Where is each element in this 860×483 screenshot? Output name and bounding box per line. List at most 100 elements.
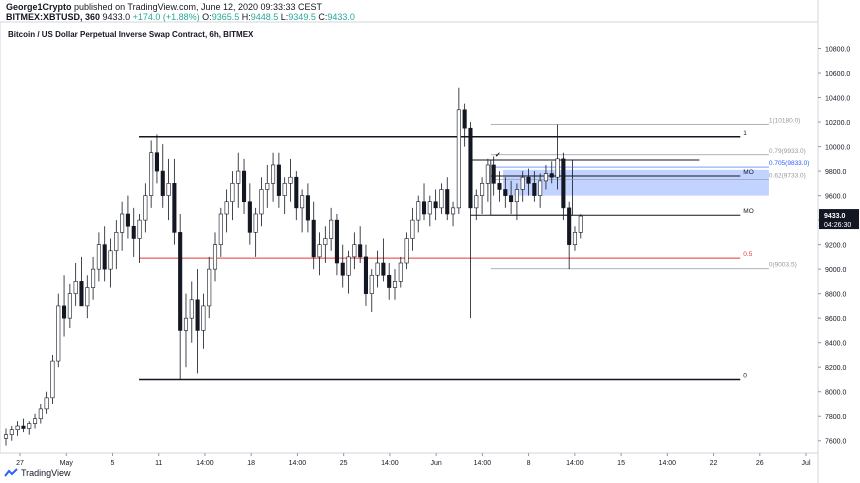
candle-body xyxy=(44,397,49,410)
candle-body xyxy=(212,244,218,270)
candle-body xyxy=(387,274,392,288)
horizontal-level-label: 0.5 xyxy=(743,251,752,258)
x-tick-label: Jul xyxy=(802,460,811,467)
x-tick-label: 14:00 xyxy=(474,460,492,467)
y-tick-label: 10400.0 xyxy=(825,96,850,103)
candle-body xyxy=(456,109,461,209)
tradingview-brand: TradingView xyxy=(21,468,71,478)
horizontal-level-label: 0 xyxy=(743,372,747,379)
candle-body xyxy=(241,170,247,203)
candle-body xyxy=(311,219,316,258)
candle-body xyxy=(172,183,177,233)
candle-body xyxy=(50,360,55,399)
candle-body xyxy=(445,189,450,215)
y-tick-label: 9800.0 xyxy=(825,169,847,176)
x-tick-label: 25 xyxy=(340,460,348,467)
y-tick-label: 10800.0 xyxy=(825,47,850,54)
candle-body xyxy=(21,425,26,429)
candle-body xyxy=(253,213,258,233)
fib-level-label: 0.705(9833.0) xyxy=(769,160,809,167)
candle-body xyxy=(497,183,502,190)
candle-body xyxy=(340,262,345,276)
candle-body xyxy=(91,268,96,288)
candle-body xyxy=(567,207,572,245)
close-value: 9433.0 xyxy=(327,12,355,22)
candle-body xyxy=(294,176,299,209)
y-tick-label: 10000.0 xyxy=(825,145,850,152)
y-tick-label: 9200.0 xyxy=(825,243,847,250)
candle-body xyxy=(137,219,142,239)
horizontal-level-label: MO xyxy=(743,208,753,215)
candle-body xyxy=(125,213,130,227)
horizontal-level-label: MO xyxy=(743,169,753,176)
candle-body xyxy=(114,232,119,252)
candle-body xyxy=(561,158,566,209)
candle-body xyxy=(462,109,467,129)
candle-body xyxy=(271,164,276,184)
candle-body xyxy=(300,195,305,209)
chart-title: Bitcoin / US Dollar Perpetual Inverse Sw… xyxy=(8,30,254,39)
candle-body xyxy=(120,213,125,233)
open-label: O: xyxy=(202,12,212,22)
candle-body xyxy=(259,189,264,215)
y-tick-label: 8800.0 xyxy=(825,292,847,299)
x-tick-label: 14:00 xyxy=(289,460,307,467)
x-tick-label: 14:00 xyxy=(566,460,584,467)
candle-body xyxy=(207,268,212,307)
y-tick-label: 7800.0 xyxy=(825,414,847,421)
candle-body xyxy=(79,281,84,307)
candle-body xyxy=(381,262,386,276)
candle-body xyxy=(131,225,136,239)
high-label: H: xyxy=(241,12,251,22)
candle-body xyxy=(102,244,107,270)
fib-level-label: 0.62(9733.0) xyxy=(769,172,806,179)
y-tick-label: 10600.0 xyxy=(825,71,850,78)
candle-body xyxy=(352,244,357,258)
plot-frame xyxy=(0,21,819,454)
candle-body xyxy=(183,317,189,331)
x-tick-label: 11 xyxy=(155,460,162,467)
published-text: published on TradingView.com, June 12, 2… xyxy=(74,2,323,12)
author-name[interactable]: George1Crypto xyxy=(6,2,72,12)
tradingview-logo[interactable]: TradingView xyxy=(4,468,71,478)
x-tick-label: 26 xyxy=(756,460,764,467)
tradingview-icon xyxy=(4,468,18,477)
candle-body xyxy=(520,176,525,190)
fib-level-label: 0.79(9933.0) xyxy=(769,148,806,155)
candle-body xyxy=(108,250,113,270)
candle-body xyxy=(3,434,9,439)
candle-body xyxy=(404,238,409,264)
y-tick-label: 8200.0 xyxy=(825,365,847,372)
open-value: 9365.5 xyxy=(211,12,240,22)
candle-body xyxy=(480,183,485,196)
check-icon: ✔ xyxy=(495,151,501,159)
y-tick-label: 10200.0 xyxy=(825,120,850,127)
candle-body xyxy=(67,293,72,319)
candle-body xyxy=(56,305,61,362)
candle-body xyxy=(549,173,554,178)
candle-body xyxy=(439,189,444,209)
x-tick-label: 5 xyxy=(111,460,115,467)
candle-body xyxy=(189,299,194,319)
fib-zone xyxy=(503,169,769,196)
candle-body xyxy=(282,183,287,196)
candle-body xyxy=(375,262,380,276)
candle-body xyxy=(288,176,293,184)
candle-body xyxy=(468,127,473,209)
candle-body xyxy=(236,170,241,184)
y-tick-label: 9000.0 xyxy=(825,267,847,274)
candle-body xyxy=(166,183,171,196)
candle-body xyxy=(96,244,101,270)
candle-body xyxy=(305,195,310,221)
y-tick-label: 7600.0 xyxy=(825,439,847,446)
candle-body xyxy=(247,201,252,233)
candle-body xyxy=(514,189,519,203)
y-tick-label: 8600.0 xyxy=(825,316,847,323)
low-value: 9349.5 xyxy=(288,12,316,22)
x-tick-label: 15 xyxy=(617,460,625,467)
y-tick-label: 8000.0 xyxy=(825,390,847,397)
y-tick-label: 8400.0 xyxy=(825,341,847,348)
candle-body xyxy=(532,183,537,196)
candle-body xyxy=(85,287,90,307)
